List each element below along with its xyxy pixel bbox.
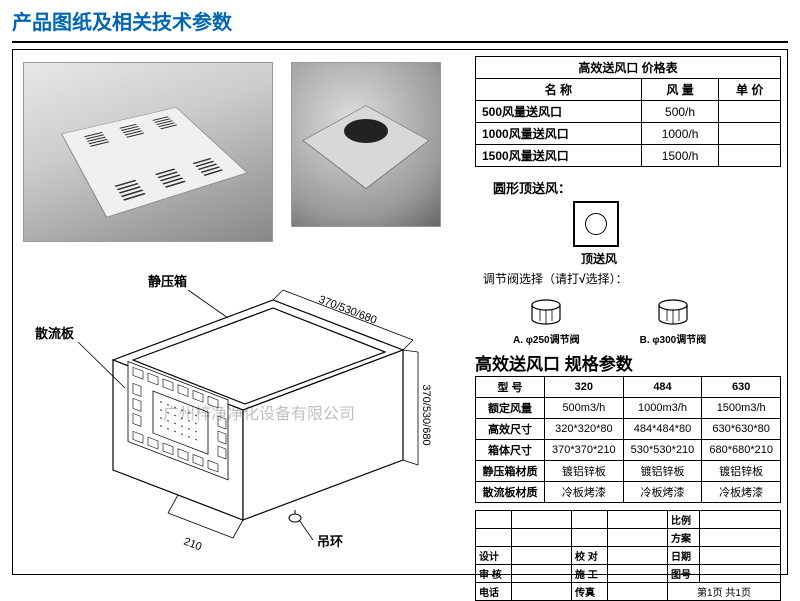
page-title: 产品图纸及相关技术参数 (12, 6, 788, 35)
product-photo-rear (291, 62, 441, 227)
dim-right: 370/530/680 (420, 384, 432, 445)
price-row: 1500风量送风口1500/h (476, 145, 781, 167)
spec-row: 散流板材质冷板烤漆冷板烤漆冷板烤漆 (476, 482, 781, 503)
footer-table: 比例 方案 设计 校 对 日期 审 核 施 工 图号 电话 传真 第1页 共1页 (475, 510, 781, 601)
valve-section: 调节阀选择（请打√选择）： A. φ250调节阀 (483, 270, 783, 346)
valve-note: 调节阀选择（请打√选择）： (483, 270, 783, 287)
spec-table: 型 号 320 484 630 额定风量500m3/h1000m3/h1500m… (475, 376, 781, 503)
price-th-name: 名 称 (476, 79, 642, 101)
spec-title: 高效送风口 规格参数 (475, 350, 633, 375)
valve-item-a: A. φ250调节阀 (513, 297, 580, 346)
label-static-box: 静压箱 (148, 274, 187, 289)
spec-row: 箱体尺寸370*370*210530*530*210680*680*210 (476, 440, 781, 461)
top-air-label: 圆形顶送风： (493, 178, 619, 197)
price-row: 500风量送风口500/h (476, 101, 781, 123)
content-frame: 静压箱 散流板 吊环 370/530/680 370/530/680 210 (12, 49, 788, 575)
valve-icon (655, 297, 691, 329)
spec-row: 高效尺寸320*320*80484*484*80630*630*80 (476, 419, 781, 440)
price-row: 1000风量送风口1000/h (476, 123, 781, 145)
valve-icon (528, 297, 564, 329)
valve-item-b: B. φ300调节阀 (640, 297, 707, 346)
top-air-below: 顶送风 (581, 250, 619, 267)
price-table: 高效送风口 价格表 名 称 风 量 单 价 500风量送风口500/h 1000… (475, 56, 781, 167)
dim-bottom: 210 (182, 536, 203, 554)
price-th-flow: 风 量 (641, 79, 719, 101)
technical-drawing: 静压箱 散流板 吊环 370/530/680 370/530/680 210 (33, 260, 443, 570)
price-th-price: 单 价 (719, 79, 781, 101)
product-photo-front (23, 62, 273, 242)
top-air-icon (573, 201, 619, 247)
spec-row: 静压箱材质镀铝锌板镀铝锌板镀铝锌板 (476, 461, 781, 482)
header-underline (12, 41, 788, 43)
label-diffuser: 散流板 (35, 326, 75, 341)
spec-row: 额定风量500m3/h1000m3/h1500m3/h (476, 398, 781, 419)
price-table-title: 高效送风口 价格表 (476, 57, 781, 79)
top-air-section: 圆形顶送风： 顶送风 (493, 178, 619, 267)
label-hanger: 吊环 (317, 534, 343, 549)
